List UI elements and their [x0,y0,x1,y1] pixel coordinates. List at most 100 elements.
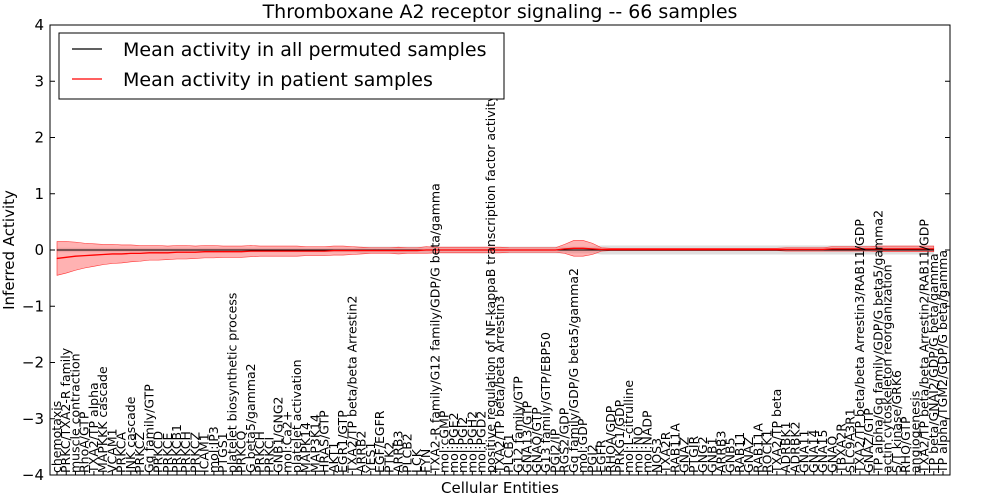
patient-point [877,248,879,250]
x-tick-label: TXA2/TP beta/beta Arrestin3 [492,296,507,474]
x-tick-label: mol:NO [630,426,645,473]
patient-point [231,251,233,253]
x-axis-label: Cellular Entities [441,479,559,497]
patient-point [315,250,316,252]
patient-point [564,248,566,250]
legend-label-patient: Mean activity in patient samples [123,69,433,91]
x-tick-label: platelet biosynthetic process [224,293,239,473]
x-tick-label: GNAZ [741,437,756,473]
x-tick-label: RHOA/GDP [603,405,618,473]
y-tick-label: 2 [34,129,44,147]
patient-point [822,249,824,250]
x-tick-label: RhoA/GTP [77,411,92,473]
patient-point [111,253,113,255]
x-tick-label: mol:PGD2 [474,411,489,473]
permuted-point [93,249,95,251]
x-tick-label: G12 family/GTP [510,376,525,473]
patient-point [804,249,805,250]
y-axis-label: Inferred Activity [0,190,18,310]
patient-point [388,250,390,251]
x-tick-label: actin cytoskeleton reorganization [880,264,895,473]
legend-label-permuted: Mean activity in all permuted samples [123,39,486,61]
permuted-point [185,249,187,251]
patient-point [674,249,676,250]
x-tick-label: RHO/GTP [898,416,913,473]
y-tick-label: −1 [22,297,44,315]
x-tick-label: JNK cascade [123,396,138,474]
permuted-point [222,249,224,251]
x-tick-label: GNA11 [797,430,812,474]
x-tick-label: NOS3 [649,438,664,473]
x-tick-label: LCK [409,448,424,473]
x-tick-label: PRKCE [160,433,175,473]
permuted-point [850,249,852,251]
x-tick-label: TXA2R [658,431,673,474]
permuted-point [859,249,861,251]
x-tick-label: ARRB3 [390,431,405,473]
patient-point [65,256,67,258]
patient-point [582,247,584,249]
x-tick-label: SLC9A3R1 [843,408,858,473]
patient-point [268,250,270,252]
x-tick-label: RAB11A [750,423,765,473]
patient-point [628,249,630,250]
patient-point [656,249,658,250]
permuted-point [148,249,150,251]
legend-box [58,32,505,100]
patient-point [850,248,852,250]
patient-point [481,249,482,251]
x-tick-label: PRKCZ [187,432,202,473]
x-tick-label: GNG2 [695,436,710,473]
x-tick-label: ARRB3 [714,431,729,473]
x-tick-label: PLCB2 [400,433,415,473]
x-tick-label: GNA15 [815,430,830,474]
patient-point [536,249,538,251]
permuted-point [841,249,842,251]
permuted-point [887,249,889,251]
patient-point [665,249,667,250]
patient-point [305,250,307,252]
x-tick-label: mol:IP3 [206,426,221,473]
x-tick-label: mol:PGI2 [455,417,470,473]
x-tick-label: mol:Ca2+ [280,411,295,473]
patient-point [601,249,602,250]
permuted-point [868,249,870,251]
patient-point [398,250,399,251]
x-tick-label: VCAM1 [104,428,119,473]
patient-point [139,252,141,254]
permuted-point [296,249,298,251]
permuted-point [102,249,104,251]
patient-point [518,249,519,251]
patient-point [748,249,750,250]
permuted-point [111,249,113,251]
x-tick-label: EGFR [594,439,609,473]
y-tick-label: −3 [22,410,44,428]
permuted-point [130,249,132,251]
patient-point [425,249,427,251]
x-tick-label: GNAQ [824,436,839,473]
patient-point [730,249,732,250]
x-tick-label: S/T kinase/GRK6 [889,370,904,473]
x-tick-label: GNAQ/GTP [529,407,544,473]
patient-point [647,249,649,250]
x-tick-label: PRKG1/GDP [612,399,627,473]
x-tick-label: RAB11A [667,423,682,473]
x-tick-label: mol:GDP [575,418,590,473]
patient-point [185,251,187,253]
x-tick-label: chemotaxis [49,401,64,473]
patient-point [776,249,778,250]
patient-point [130,252,132,254]
permuted-point [896,249,898,251]
patient-point [554,249,556,251]
permuted-point [204,249,206,251]
patient-point [333,250,335,251]
x-tick-label: ICAM1 [197,433,212,473]
x-tick-label: PRKCD [151,431,166,473]
x-tick-label: YES1 [363,442,378,474]
patient-point [721,249,722,250]
x-tick-label: TBXA2R [833,423,848,474]
patient-point [693,249,695,250]
x-tick-label: TXA2/TP alpha [86,382,101,474]
